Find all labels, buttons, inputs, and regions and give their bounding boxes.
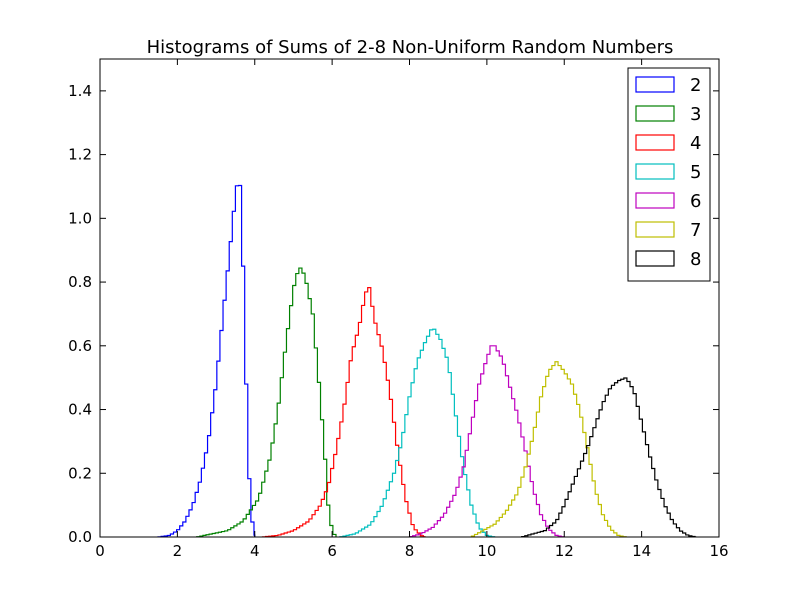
axes: 0 2 4 6 8 10 12 14 16 0.0 0.2 0.4 0.6 0.8 1.0 1.2 1.4 <box>68 59 729 560</box>
y-tick-label: 0.6 <box>68 337 92 355</box>
series-4-histogram <box>261 286 426 538</box>
legend-label: 5 <box>690 162 701 183</box>
series-8-histogram <box>521 377 697 538</box>
y-tick-label: 1.4 <box>68 82 92 100</box>
legend-swatch <box>635 192 675 209</box>
x-tick-label: 8 <box>405 542 415 560</box>
y-tick-label: 1.0 <box>68 209 92 227</box>
series-2-histogram <box>157 184 256 538</box>
legend-box <box>627 67 711 282</box>
series-6-histogram <box>408 345 565 538</box>
y-tick-label: 0.0 <box>68 528 92 546</box>
chart-title: Histograms of Sums of 2-8 Non-Uniform Ra… <box>147 37 674 58</box>
x-tick-label: 0 <box>95 542 105 560</box>
legend-swatch <box>635 76 675 93</box>
legend-label: 4 <box>690 133 701 154</box>
legend-swatch <box>635 221 675 238</box>
legend-label: 2 <box>690 75 701 96</box>
legend-swatch <box>635 163 675 180</box>
series-3-histogram <box>196 267 337 538</box>
x-tick-label: 2 <box>173 542 183 560</box>
y-tick-label: 0.4 <box>68 401 92 419</box>
legend-label: 6 <box>690 191 701 212</box>
x-tick-label: 12 <box>555 542 574 560</box>
series-7-histogram <box>470 361 627 538</box>
legend-label: 3 <box>690 104 701 125</box>
x-tick-label: 4 <box>250 542 260 560</box>
legend-swatch <box>635 250 675 267</box>
y-tick-label: 1.2 <box>68 146 92 164</box>
y-tick-label: 0.8 <box>68 273 92 291</box>
x-tick-label: 10 <box>477 542 496 560</box>
legend-label: 7 <box>690 220 701 241</box>
x-tick-label: 14 <box>632 542 651 560</box>
legend: 2 3 4 5 6 7 8 <box>627 67 711 282</box>
x-tick-label: 6 <box>327 542 337 560</box>
series-5-histogram <box>339 328 496 538</box>
x-tick-label: 16 <box>709 542 728 560</box>
y-tick-label: 0.2 <box>68 464 92 482</box>
legend-swatch <box>635 134 675 151</box>
series-layer <box>157 184 697 538</box>
legend-label: 8 <box>690 249 701 270</box>
legend-swatch <box>635 105 675 122</box>
